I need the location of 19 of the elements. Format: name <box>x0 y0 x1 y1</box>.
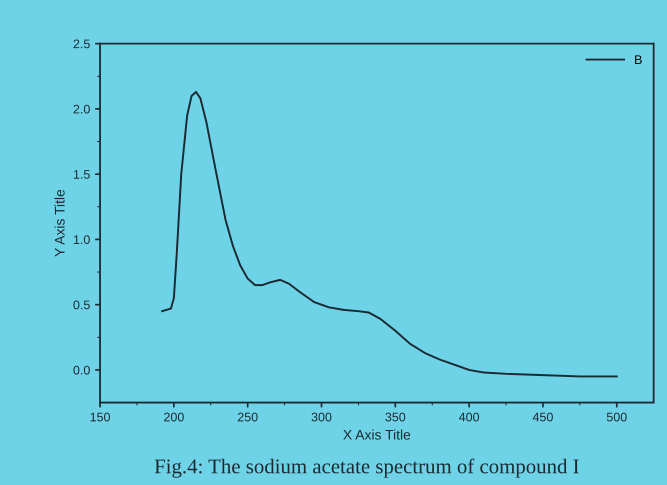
x-tick-label: 300 <box>312 412 332 422</box>
y-tick-label: 1.5 <box>74 170 90 179</box>
x-tick-label: 250 <box>238 412 258 422</box>
x-tick-label: 400 <box>458 412 480 422</box>
x-tick-label: 450 <box>532 412 553 422</box>
x-tick-label: 500 <box>606 412 627 422</box>
x-axis-title: X Axis Title <box>343 429 410 440</box>
y-tick-label: 2.0 <box>74 104 90 114</box>
y-tick-label: 0.0 <box>73 366 90 375</box>
legend-label: B <box>635 55 642 64</box>
y-tick-label: 0.5 <box>73 300 90 310</box>
x-tick-label: 200 <box>164 412 184 422</box>
y-tick-label: 2.5 <box>74 39 90 48</box>
line-series <box>161 90 618 378</box>
x-tick-label: 150 <box>90 412 110 422</box>
x-tick-label: 350 <box>385 412 406 422</box>
y-tick-label: 1.0 <box>74 235 90 244</box>
y-axis-title: Y Axis Title <box>54 190 65 257</box>
caption: Fig.4: The sodium acetate spectrum of compound I <box>154 458 579 478</box>
